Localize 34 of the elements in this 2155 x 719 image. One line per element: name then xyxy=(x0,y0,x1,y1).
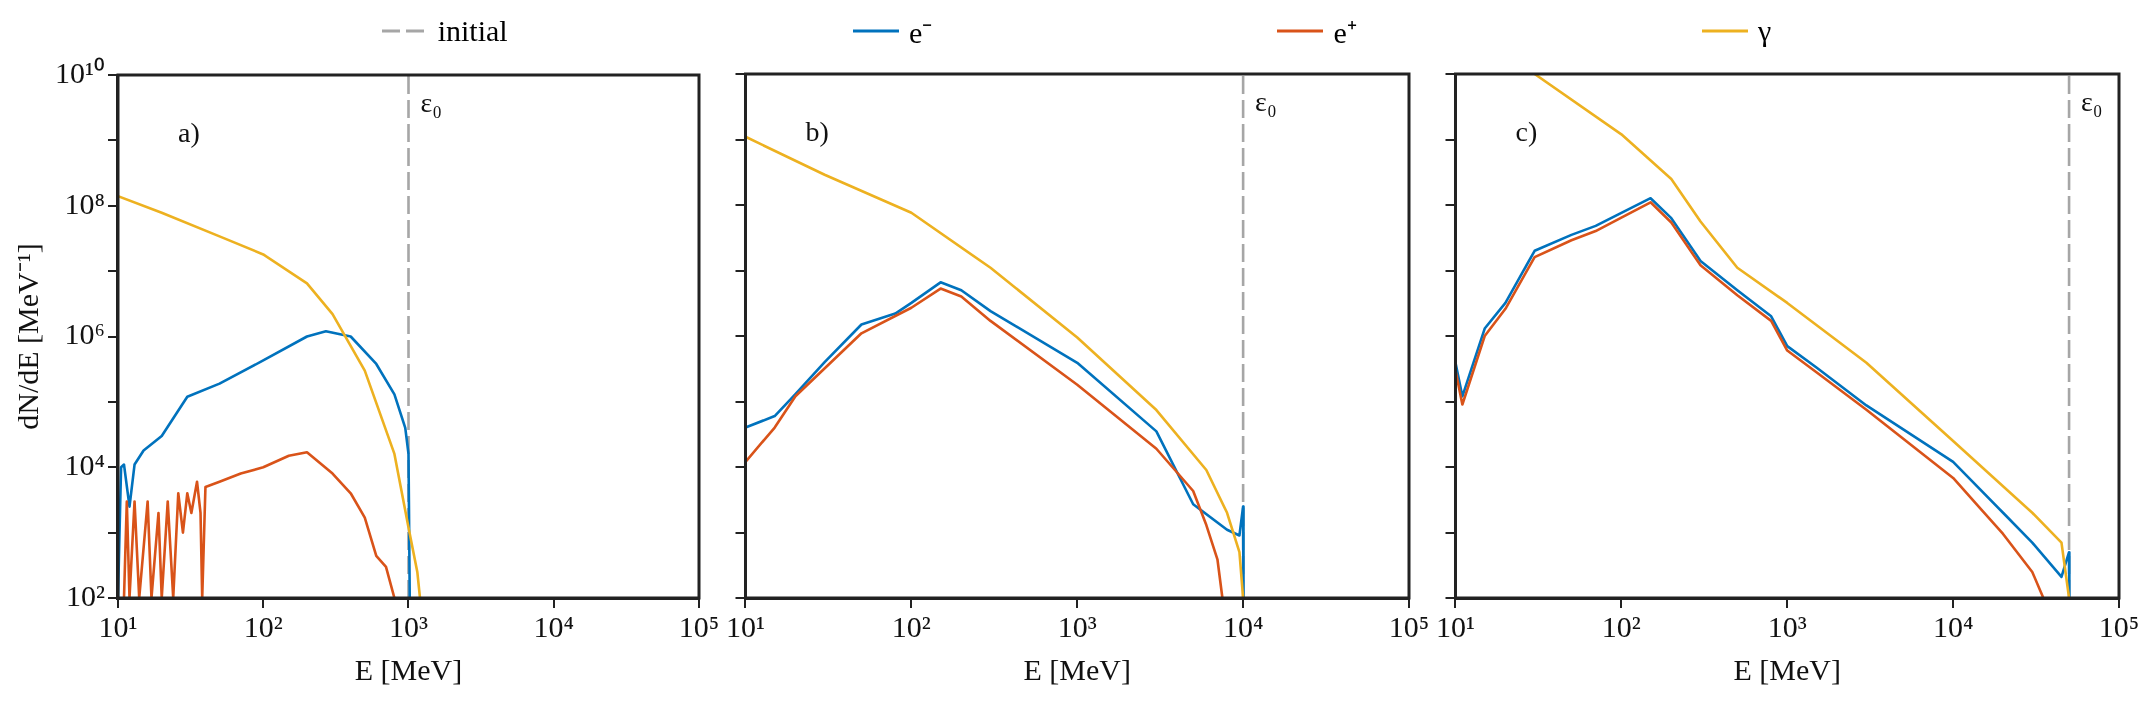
y-tick-label: 10⁸ xyxy=(64,186,105,220)
x-tick-label: 10⁵ xyxy=(1388,609,1430,643)
x-tick-label: 10⁵ xyxy=(678,609,720,643)
x-axis-title: E [MeV] xyxy=(1733,652,1841,686)
x-tick-label: 10⁵ xyxy=(2098,609,2140,643)
y-tick-label: 10⁶ xyxy=(64,317,105,351)
x-tick-label: 10¹ xyxy=(1436,609,1475,643)
annotation: c) xyxy=(1515,116,1538,148)
legend-label: e⁺ xyxy=(1333,14,1357,51)
y-tick-label: 10² xyxy=(65,578,105,612)
x-tick-label: 10⁴ xyxy=(533,609,574,643)
x-tick-label: 10³ xyxy=(1767,609,1807,643)
annotation: ε₀ xyxy=(1255,86,1277,118)
y-axis-title: dN/dE [MeV⁻¹] xyxy=(10,243,44,430)
annotation: ε₀ xyxy=(2081,86,2103,118)
annotation: b) xyxy=(805,116,829,148)
y-tick-label: 10⁴ xyxy=(64,448,105,482)
x-tick-label: 10² xyxy=(891,609,931,643)
x-tick-label: 10² xyxy=(1601,609,1641,643)
x-tick-label: 10² xyxy=(243,609,283,643)
x-tick-label: 10³ xyxy=(1057,609,1097,643)
x-axis-title: E [MeV] xyxy=(354,652,463,686)
legend-label: initial xyxy=(437,14,508,48)
x-tick-label: 10⁴ xyxy=(1222,609,1264,643)
x-tick-label: 10¹ xyxy=(98,609,138,643)
annotation: ε₀ xyxy=(420,87,443,119)
x-tick-label: 10³ xyxy=(389,609,428,643)
annotation: a) xyxy=(177,117,200,149)
x-tick-label: 10¹ xyxy=(726,609,765,643)
y-tick-label: 10¹⁰ xyxy=(54,55,105,89)
x-tick-label: 10⁴ xyxy=(1932,609,1974,643)
x-axis-title: E [MeV] xyxy=(1023,652,1131,686)
legend-label: e⁻ xyxy=(908,14,933,51)
legend-label: γ xyxy=(1758,14,1772,48)
